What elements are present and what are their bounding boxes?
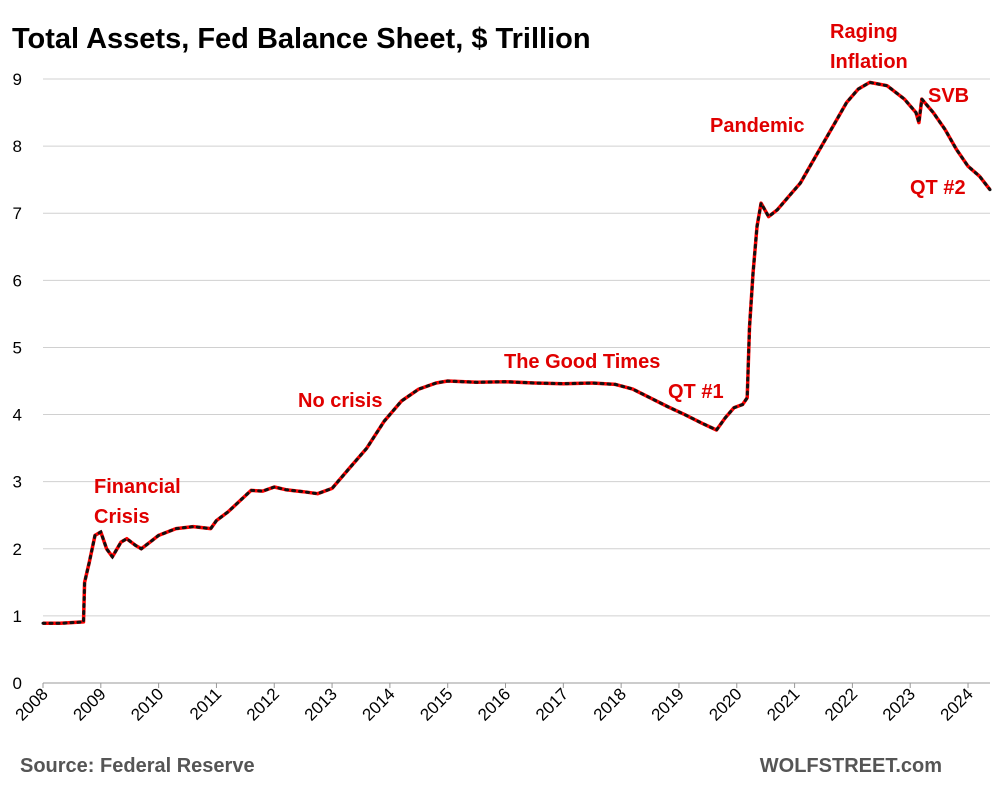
annotation: Financial (94, 476, 181, 498)
y-tick-label: 0 (13, 674, 22, 693)
y-tick-label: 6 (13, 271, 22, 290)
x-tick-label: 2016 (474, 684, 514, 724)
annotation: QT #1 (668, 381, 724, 403)
annotation: Crisis (94, 506, 150, 528)
x-tick-label: 2010 (127, 684, 167, 724)
x-tick-label: 2014 (359, 684, 399, 724)
x-tick-label: 2021 (763, 684, 803, 724)
x-tick-label: 2012 (243, 684, 283, 724)
x-tick-label: 2009 (69, 684, 109, 724)
y-tick-label: 7 (13, 204, 22, 223)
source: Source: Federal Reserve (20, 755, 255, 777)
x-tick-label: 2020 (705, 684, 745, 724)
x-tick-label: 2019 (648, 684, 688, 724)
y-tick-label: 9 (13, 70, 22, 89)
y-tick-label: 8 (13, 137, 22, 156)
credit: WOLFSTREET.com (760, 755, 942, 777)
annotation: Raging (830, 21, 898, 43)
annotation: The Good Times (504, 351, 660, 373)
y-tick-label: 5 (13, 338, 22, 357)
y-tick-label: 2 (13, 540, 22, 559)
annotation: SVB (928, 85, 969, 107)
x-tick-label: 2023 (879, 684, 919, 724)
x-tick-label: 2018 (590, 684, 630, 724)
annotation: Inflation (830, 51, 908, 73)
x-tick-label: 2024 (937, 684, 977, 724)
y-tick-label: 3 (13, 473, 22, 492)
y-tick-label: 1 (13, 607, 22, 626)
x-tick-label: 2013 (301, 684, 341, 724)
annotation: No crisis (298, 390, 382, 412)
line-dots (41, 80, 992, 625)
y-tick-label: 4 (13, 406, 22, 425)
x-tick-label: 2022 (821, 684, 861, 724)
chart-title: Total Assets, Fed Balance Sheet, $ Trill… (12, 23, 591, 55)
annotation: QT #2 (910, 177, 966, 199)
x-tick-label: 2011 (186, 684, 225, 723)
x-tick-label: 2015 (416, 684, 456, 724)
annotation: Pandemic (710, 115, 804, 137)
x-tick-label: 2017 (532, 684, 572, 724)
